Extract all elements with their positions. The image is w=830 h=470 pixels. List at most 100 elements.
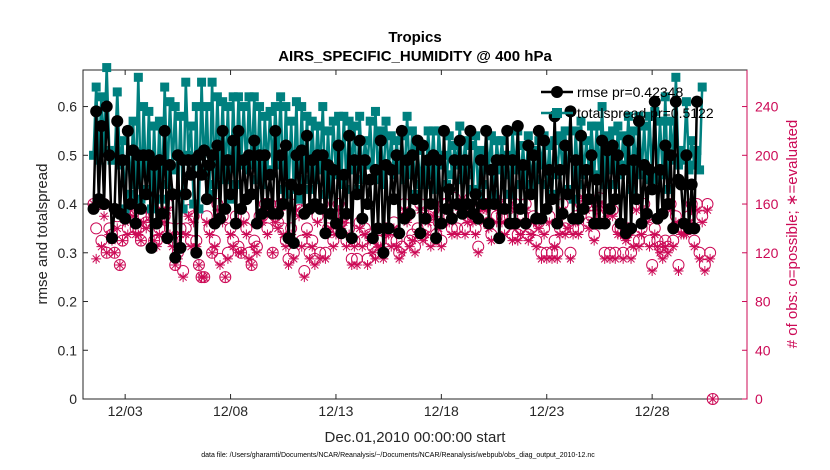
rmse-point xyxy=(409,193,421,206)
rmse-point xyxy=(369,163,382,176)
rmse-point xyxy=(556,207,569,220)
rmse-point xyxy=(150,217,163,230)
rmse-point xyxy=(646,183,659,196)
obs-evaluated-point xyxy=(620,235,631,246)
totalspread-point xyxy=(133,72,143,82)
totalspread-point xyxy=(128,116,138,126)
obs-evaluated-point xyxy=(657,253,668,264)
obs-evaluated-point xyxy=(114,259,125,270)
obs-evaluated-point xyxy=(631,205,642,216)
rmse-point xyxy=(553,163,566,176)
obs-evaluated-point xyxy=(602,211,613,222)
rmse-point xyxy=(271,207,284,220)
x-axis: 12/03 12/08 12/13 12/18 12/23 12/28 xyxy=(108,70,670,419)
rmse-point xyxy=(419,212,432,225)
totalspread-point xyxy=(571,126,581,136)
rmse-point xyxy=(300,129,313,142)
totalspread-point xyxy=(373,175,383,185)
rmse-point xyxy=(185,168,198,181)
rmse-point xyxy=(335,227,348,240)
obs-evaluated-point xyxy=(159,217,170,228)
rmse-point xyxy=(161,232,174,245)
obs-evaluated-point xyxy=(320,253,331,264)
rmse-point xyxy=(200,193,213,206)
totalspread-point xyxy=(629,126,639,136)
y2-tick-label: 40 xyxy=(755,342,771,358)
obs-evaluated-point xyxy=(626,253,637,264)
rmse-point xyxy=(540,202,553,215)
totalspread-point xyxy=(162,180,172,190)
obs-evaluated-point xyxy=(244,253,254,264)
obs-evaluated-point xyxy=(660,241,671,252)
totalspread-point xyxy=(405,170,415,180)
rmse-point xyxy=(121,124,134,137)
obs-evaluated-point xyxy=(649,229,660,240)
rmse-point xyxy=(395,124,408,137)
rmse-point xyxy=(214,212,227,225)
legend-rmse-label: rmse pr=0.42348 xyxy=(577,84,683,100)
rmse-point xyxy=(324,207,337,220)
obs-evaluated-point xyxy=(222,253,233,264)
rmse-point xyxy=(224,188,237,201)
rmse-point xyxy=(351,188,364,201)
totalspread-point xyxy=(660,92,670,102)
rmse-point xyxy=(561,188,574,201)
x-tick-label: 12/23 xyxy=(529,403,564,419)
obs-evaluated-point xyxy=(705,253,716,264)
totalspread-point xyxy=(471,131,481,141)
totalspread-point xyxy=(276,92,286,102)
obs-evaluated-point xyxy=(315,253,326,264)
rmse-point xyxy=(377,246,390,259)
obs-evaluated-point xyxy=(633,241,644,252)
obs-evaluated-point xyxy=(396,247,407,258)
totalspread-point xyxy=(608,126,618,136)
obs-evaluated-point xyxy=(367,247,378,258)
rmse-point xyxy=(158,124,171,137)
obs-evaluated-point xyxy=(199,272,210,283)
obs-possible-point xyxy=(90,222,103,235)
totalspread-point xyxy=(370,106,380,116)
rmse-point xyxy=(440,202,453,215)
rmse-point xyxy=(416,139,429,152)
rmse-point xyxy=(348,154,361,167)
obs-evaluated-point xyxy=(207,247,218,258)
rmse-point xyxy=(432,154,445,167)
totalspread-point xyxy=(687,136,697,146)
totalspread-point xyxy=(365,116,375,126)
rmse-point xyxy=(232,124,245,137)
obs-evaluated-point xyxy=(183,211,194,222)
rmse-point xyxy=(195,168,208,181)
totalspread-point xyxy=(326,184,336,194)
rmse-point xyxy=(469,188,482,201)
obs-evaluated-point xyxy=(670,217,681,228)
totalspread-point xyxy=(328,116,338,126)
obs-evaluated-point xyxy=(407,235,418,246)
obs-evaluated-point xyxy=(515,229,526,240)
obs-evaluated-point xyxy=(309,259,320,270)
rmse-point xyxy=(456,207,469,220)
rmse-point xyxy=(614,217,627,230)
rmse-point xyxy=(656,207,669,220)
rmse-point xyxy=(546,193,559,206)
totalspread-point xyxy=(255,102,265,112)
totalspread-point xyxy=(320,189,330,199)
rmse-point xyxy=(219,202,232,215)
rmse-point xyxy=(569,154,582,167)
totalspread-point xyxy=(244,92,254,102)
rmse-point xyxy=(105,232,118,245)
obs-evaluated-point xyxy=(512,235,523,246)
rmse-point xyxy=(611,149,624,162)
totalspread-point xyxy=(376,126,386,136)
rmse-point xyxy=(403,207,416,220)
rmse-point xyxy=(261,198,274,211)
obs-evaluated-point xyxy=(328,241,339,252)
obs-possible-point xyxy=(245,258,258,271)
rmse-point xyxy=(609,193,622,206)
rmse-point xyxy=(243,149,255,162)
obs-evaluated-point xyxy=(91,253,102,264)
rmse-point xyxy=(366,232,379,245)
rmse-point xyxy=(87,202,100,215)
totalspread-point xyxy=(189,199,199,209)
obs-evaluated-point xyxy=(496,217,507,228)
obs-evaluated-point xyxy=(644,241,655,252)
